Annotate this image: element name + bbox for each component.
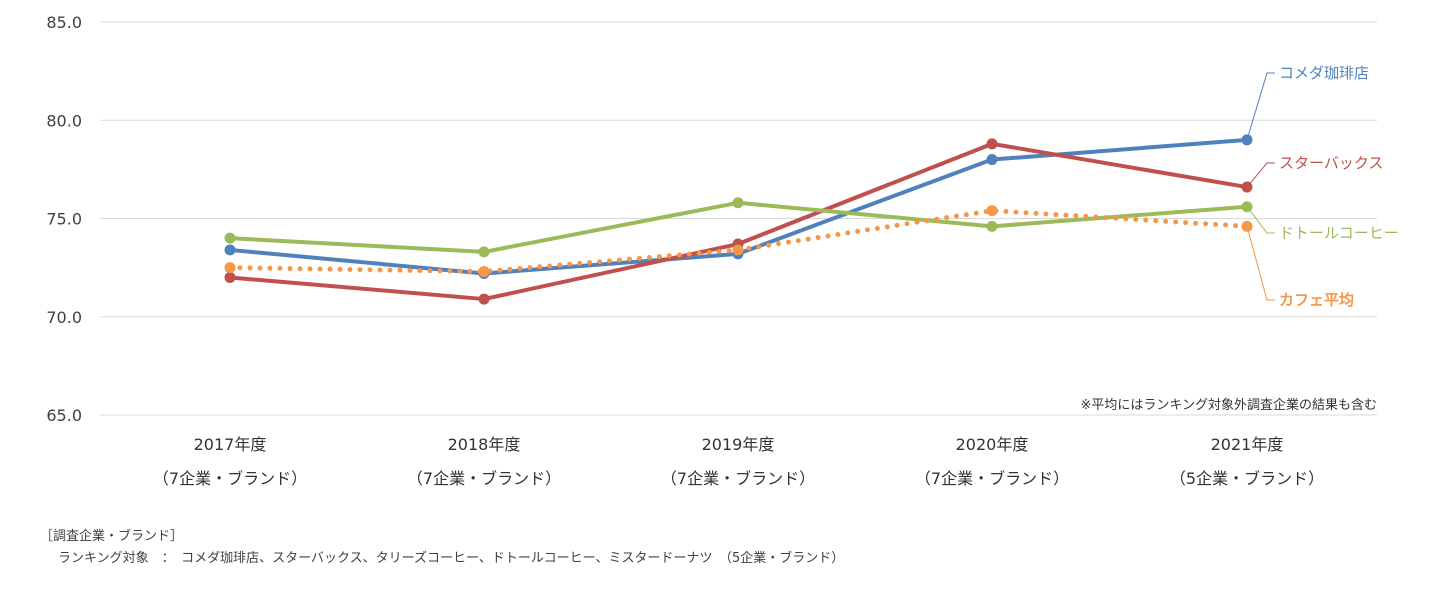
data-point: [224, 244, 236, 256]
y-axis-ticks: 65.0 70.0 75.0 80.0 85.0: [46, 13, 82, 425]
series-label: ドトールコーヒー: [1279, 224, 1399, 242]
x-tick-label: 2018年度: [448, 435, 521, 454]
y-tick-label: 70.0: [46, 308, 82, 327]
x-tick-label: 2020年度: [956, 435, 1029, 454]
footer-row: ランキング対象 ： コメダ珈琲店、スターバックス、タリーズコーヒー、ドトールコー…: [40, 548, 844, 570]
data-point: [224, 232, 236, 244]
series-lines: [224, 134, 1253, 305]
series-label: カフェ平均: [1279, 291, 1354, 309]
data-point: [732, 244, 744, 256]
x-tick-label: 2021年度: [1211, 435, 1284, 454]
data-point: [224, 271, 236, 283]
x-tick-sublabel: （7企業・ブランド）: [915, 469, 1069, 488]
x-tick-sublabel: （5企業・ブランド）: [1170, 469, 1324, 488]
data-point: [478, 246, 490, 258]
grid-lines: [100, 21, 1377, 416]
footer-label: ランキング対象 ：: [58, 551, 169, 566]
y-tick-label: 80.0: [46, 111, 82, 130]
x-axis-ticks: 2017年度 （7企業・ブランド） 2018年度 （7企業・ブランド） 2019年度 （7…: [153, 435, 1324, 488]
x-tick-label: 2019年度: [702, 435, 775, 454]
footer-heading: ［調査企業・ブランド］: [40, 529, 184, 544]
data-point: [986, 138, 998, 150]
data-point: [986, 154, 998, 166]
y-tick-label: 75.0: [46, 210, 82, 229]
series-label: コメダ珈琲店: [1279, 64, 1369, 82]
x-tick-sublabel: （7企業・ブランド）: [407, 469, 561, 488]
leader-line: [1246, 226, 1275, 301]
footer: ［調査企業・ブランド］ ランキング対象 ： コメダ珈琲店、スターバックス、タリー…: [40, 526, 844, 570]
footer-text: コメダ珈琲店、スターバックス、タリーズコーヒー、ドトールコーヒー、ミスタードーナ…: [181, 551, 845, 566]
leader-line: [1246, 206, 1275, 234]
y-tick-label: 85.0: [46, 13, 82, 32]
x-tick-sublabel: （7企業・ブランド）: [153, 469, 307, 488]
data-point: [732, 197, 744, 209]
data-point: [986, 220, 998, 232]
leader-line: [1246, 72, 1275, 141]
data-point: [478, 293, 490, 305]
series-line: [229, 141, 1248, 302]
data-point: [986, 205, 998, 217]
leader-line: [1246, 162, 1275, 188]
data-point: [478, 266, 490, 278]
x-tick-label: 2017年度: [194, 435, 267, 454]
x-tick-sublabel: （7企業・ブランド）: [661, 469, 815, 488]
series-label: スターバックス: [1279, 154, 1383, 172]
chart-note: ※平均にはランキング対象外調査企業の結果も含む: [1080, 397, 1377, 413]
data-point: [224, 262, 236, 274]
y-tick-label: 65.0: [46, 406, 82, 425]
